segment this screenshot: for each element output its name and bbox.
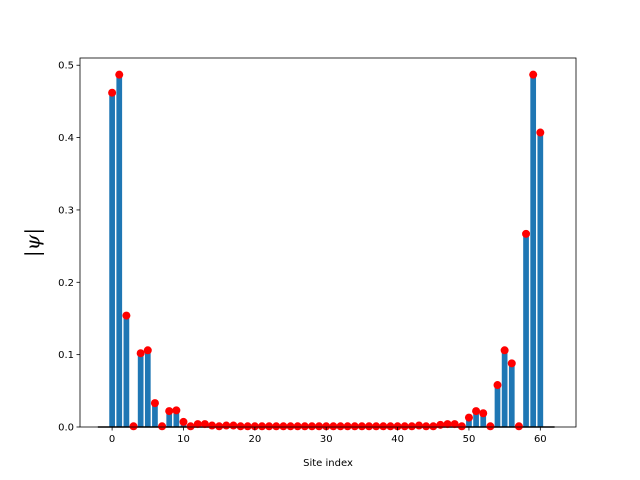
data-point [464, 413, 473, 422]
y-axis-label: |ψ| [21, 228, 46, 257]
bar [137, 353, 144, 427]
data-point [229, 421, 238, 430]
data-point [336, 422, 345, 431]
data-point [257, 422, 266, 431]
data-point [179, 417, 188, 426]
y-tick-label: 0.1 [58, 350, 74, 361]
data-point [472, 407, 481, 416]
y-tick-label: 0.0 [58, 423, 74, 434]
data-point [286, 422, 295, 431]
data-point [222, 421, 231, 430]
data-point [429, 422, 438, 431]
data-point [215, 422, 224, 431]
x-tick-label: 10 [177, 434, 190, 445]
data-point [158, 422, 167, 431]
data-point [436, 420, 445, 429]
x-tick-label: 60 [534, 434, 547, 445]
bar [173, 410, 180, 427]
data-point [514, 422, 523, 431]
data-point [450, 420, 459, 429]
bar [537, 132, 544, 427]
data-point [272, 422, 281, 431]
bar [494, 385, 501, 427]
data-point [457, 422, 466, 431]
bar [109, 92, 115, 428]
bars-group [109, 74, 544, 428]
data-point [372, 422, 381, 431]
bar [473, 411, 479, 427]
y-tick-label: 0.2 [58, 278, 74, 289]
x-axis: 0 10 20 30 40 50 60 [109, 427, 547, 445]
data-point [350, 422, 359, 431]
data-point [186, 422, 195, 431]
data-point [307, 422, 316, 431]
data-point [407, 422, 416, 431]
data-point [422, 422, 431, 431]
bar [166, 411, 173, 427]
data-point [172, 406, 181, 415]
data-point [357, 422, 366, 431]
markers-group [108, 70, 545, 431]
bar [508, 363, 515, 427]
data-point [250, 422, 259, 431]
data-point [365, 422, 374, 431]
bar [530, 74, 537, 427]
data-point [329, 422, 338, 431]
y-tick-label: 0.3 [58, 205, 74, 216]
data-point [414, 421, 423, 430]
data-point [136, 349, 145, 358]
data-point [386, 422, 395, 431]
y-tick-label: 0.4 [58, 133, 74, 144]
data-point [443, 420, 452, 429]
data-point [129, 422, 138, 431]
y-axis: 0.0 0.1 0.2 0.3 0.4 0.5 [58, 61, 80, 434]
data-point [400, 422, 409, 431]
data-point [522, 229, 531, 238]
data-point [150, 399, 159, 408]
x-axis-label: Site index [303, 458, 353, 469]
bar [466, 417, 472, 427]
data-point [208, 421, 217, 430]
y-tick-label: 0.5 [58, 61, 74, 72]
x-tick-label: 0 [109, 434, 115, 445]
bar [480, 413, 487, 427]
bar [123, 315, 130, 427]
data-point [236, 422, 245, 431]
data-point [165, 407, 174, 416]
bar [152, 403, 158, 427]
bar [523, 233, 529, 427]
x-tick-label: 30 [320, 434, 333, 445]
x-tick-label: 50 [463, 434, 476, 445]
x-tick-label: 20 [248, 434, 261, 445]
data-point [507, 359, 516, 368]
bar [144, 350, 151, 427]
data-point [115, 70, 124, 79]
data-point [536, 128, 545, 137]
data-point [193, 420, 202, 429]
data-point [393, 422, 402, 431]
data-point [379, 422, 388, 431]
data-point [300, 422, 309, 431]
data-point [122, 311, 131, 320]
plot-frame [79, 57, 577, 428]
data-point [200, 420, 209, 429]
data-point [343, 422, 352, 431]
data-point [315, 422, 324, 431]
data-point [500, 346, 509, 355]
bar [501, 350, 508, 427]
data-point [322, 422, 331, 431]
data-point [108, 88, 117, 97]
data-point [243, 422, 252, 431]
data-point [279, 422, 288, 431]
data-point [143, 346, 152, 355]
bar [116, 74, 123, 427]
data-point [479, 409, 488, 418]
x-tick-label: 40 [391, 434, 404, 445]
data-point [529, 70, 538, 79]
data-point [293, 422, 302, 431]
data-point [486, 422, 495, 431]
data-point [493, 381, 502, 390]
data-point [265, 422, 274, 431]
